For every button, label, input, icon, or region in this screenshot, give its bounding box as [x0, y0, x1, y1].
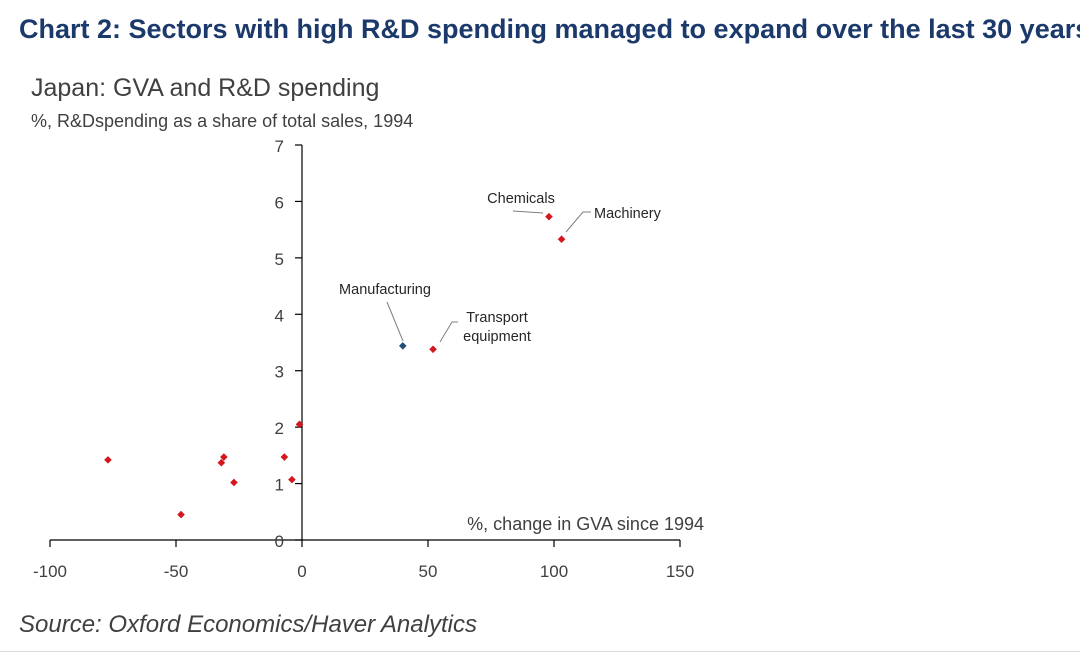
x-tick-label: -100	[33, 562, 67, 581]
chart-title: Japan: GVA and R&D spending	[31, 74, 380, 102]
data-point	[104, 456, 112, 464]
x-tick-label: -50	[164, 562, 189, 581]
y-tick-label: 3	[275, 363, 284, 382]
data-point	[295, 420, 304, 429]
data-point	[220, 453, 228, 461]
y-tick-label: 2	[275, 419, 284, 438]
chart-heading: Chart 2: Sectors with high R&D spending …	[19, 14, 1080, 44]
y-axis-label: %, R&Dspending as a share of total sales…	[31, 111, 414, 131]
y-tick-label: 1	[275, 476, 284, 495]
y-tick-label: 6	[275, 193, 284, 212]
bottom-divider	[0, 651, 1080, 652]
data-point	[557, 235, 566, 244]
label-leader-line	[386, 301, 404, 342]
source-note: Source: Oxford Economics/Haver Analytics	[19, 611, 477, 638]
data-point	[217, 458, 226, 467]
label-leader-line	[565, 211, 591, 233]
y-tick-label: 0	[275, 532, 284, 551]
y-tick-label: 4	[275, 306, 284, 325]
point-label: Transport equipment	[463, 310, 531, 345]
x-tick-label: 100	[540, 562, 568, 581]
point-label: Manufacturing	[339, 282, 431, 298]
data-point	[545, 212, 553, 221]
data-point	[288, 475, 296, 484]
label-leader-line	[439, 321, 458, 343]
data-point	[177, 510, 185, 519]
data-point	[429, 345, 437, 354]
data-point	[230, 478, 238, 487]
y-tick-label: 7	[275, 137, 284, 156]
point-label: Chemicals	[487, 191, 555, 207]
x-tick-label: 0	[297, 562, 306, 581]
data-point	[280, 453, 289, 461]
x-axis-label: %, change in GVA since 1994	[467, 514, 704, 534]
data-point	[399, 342, 407, 350]
x-tick-label: 150	[666, 562, 694, 581]
x-tick-label: 50	[419, 562, 438, 581]
label-leader-line	[512, 210, 544, 214]
y-tick-label: 5	[275, 250, 284, 269]
point-label: Machinery	[594, 206, 662, 222]
